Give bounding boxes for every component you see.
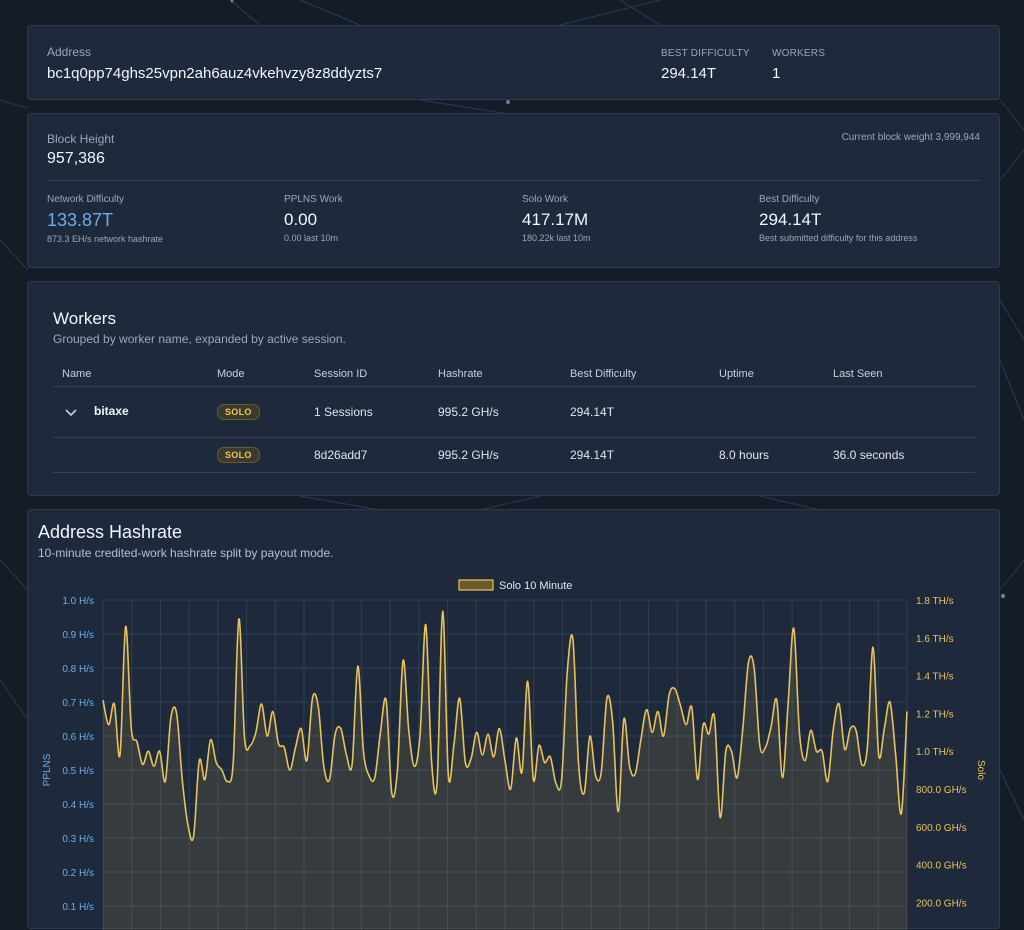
best-difficulty-cell: 294.14T [561,437,710,473]
hashrate-chart-card: Address Hashrate 10-minute credited-work… [27,509,1000,930]
workers-card: Workers Grouped by worker name, expanded… [27,281,1000,496]
chart-subtitle: 10-minute credited-work hashrate split b… [38,546,334,560]
last-seen-cell: 36.0 seconds [824,437,975,473]
stat-solo-work: Solo Work 417.17M 180.22k last 10m [522,194,591,243]
y-left-tick-label: 1.0 H/s [62,596,94,607]
hashrate-chart: 1.0 H/s 0.9 H/s 0.8 H/s 0.7 H/s 0.6 H/s 0.5 H… [42,579,986,930]
column-header-uptime[interactable]: Uptime [710,362,824,387]
best-difficulty-cell: 294.14T [561,386,710,438]
stat-sub: 873.3 EH/s network hashrate [47,234,164,244]
last-seen-cell [824,386,975,438]
y-left-axis-title: PPLNS [42,753,53,786]
stat-label: Best Difficulty [759,194,820,205]
best-difficulty-label: BEST DIFFICULTY [661,48,750,59]
table-row[interactable]: bitaxe SOLO 1 Sessions 995.2 GH/s 294.14… [53,386,975,438]
address-label: Address [47,45,92,59]
table-row: SOLO 8d26add7 995.2 GH/s 294.14T 8.0 hou… [53,437,975,473]
block-height-label: Block Height [47,132,115,146]
y-right-tick-label: 200.0 GH/s [916,898,967,909]
y-left-tick-label: 0.1 H/s [62,902,94,913]
stat-label: Solo Work [522,194,568,205]
y-left-tick-label: 0.4 H/s [62,800,94,811]
stat-best-difficulty: Best Difficulty 294.14T Best submitted d… [759,194,917,243]
column-header-name[interactable]: Name [53,362,208,387]
workers-title: Workers [53,309,116,328]
y-left-tick-label: 0.6 H/s [62,732,94,743]
column-header-last-seen[interactable]: Last Seen [824,362,975,387]
block-weight: Current block weight 3,999,944 [841,132,980,143]
y-left-tick-label: 0.9 H/s [62,630,94,641]
legend-label: Solo 10 Minute [499,580,572,592]
mode-cell: SOLO [208,437,305,473]
stat-value: 0.00 [284,210,318,229]
stat-sub: 0.00 last 10m [284,233,339,243]
stat-value: 133.87T [47,210,114,230]
solo-series-line [102,610,908,842]
y-right-tick-label: 1.4 TH/s [916,672,954,683]
stat-sub: Best submitted difficulty for this addre… [759,233,918,243]
mode-badge: SOLO [217,404,260,420]
workers-count-label: WORKERS [772,48,826,59]
stat-label: PPLNS Work [284,194,343,205]
column-header-mode[interactable]: Mode [208,362,305,387]
column-header-session[interactable]: Session ID [305,362,429,387]
hashrate-cell: 995.2 GH/s [429,386,561,438]
hashrate-cell: 995.2 GH/s [429,437,561,473]
address-value: bc1q0pp74ghs25vpn2ah6auz4vkehvzy8z8ddyzt… [47,65,383,82]
session-cell: 8d26add7 [305,437,429,473]
best-difficulty-value: 294.14T [661,65,717,82]
y-right-axis-title: Solo [975,760,986,780]
block-height-value: 957,386 [47,150,105,167]
chart-title: Address Hashrate [38,522,183,542]
stat-network-difficulty: Network Difficulty 133.87T 873.3 EH/s ne… [47,194,163,244]
mode-cell: SOLO [208,386,305,438]
column-header-hashrate[interactable]: Hashrate [429,362,561,387]
workers-subtitle: Grouped by worker name, expanded by acti… [53,332,346,346]
stats-divider [47,180,980,181]
y-left-tick-label: 0.5 H/s [62,766,94,777]
y-right-tick-label: 1.6 TH/s [916,634,954,645]
stat-value: 294.14T [759,210,822,229]
y-right-tick-label: 1.8 TH/s [916,596,954,607]
mode-badge: SOLO [217,447,260,463]
chevron-down-icon[interactable] [62,403,80,421]
uptime-cell [710,386,824,438]
session-cell: 1 Sessions [305,386,429,438]
y-left-tick-label: 0.7 H/s [62,698,94,709]
table-header-row: Name Mode Session ID Hashrate Best Diffi… [53,362,975,387]
worker-name-cell [53,437,208,473]
legend-swatch [458,579,494,591]
block-stats-card: Block Height 957,386 Current block weigh… [27,113,1000,268]
stat-label: Network Difficulty [47,194,125,205]
address-card: Address bc1q0pp74ghs25vpn2ah6auz4vkehvzy… [27,25,1000,100]
workers-table: Name Mode Session ID Hashrate Best Diffi… [53,362,975,473]
y-right-tick-label: 600.0 GH/s [916,823,967,834]
y-right-tick-label: 1.2 TH/s [916,709,954,720]
y-right-tick-label: 400.0 GH/s [916,861,967,872]
workers-count-value: 1 [772,65,781,82]
stat-pplns-work: PPLNS Work 0.00 0.00 last 10m [284,194,343,243]
uptime-cell: 8.0 hours [710,437,824,473]
y-right-tick-label: 800.0 GH/s [916,785,967,796]
stat-value: 417.17M [522,210,589,229]
worker-name-cell: bitaxe [53,386,208,438]
worker-name: bitaxe [94,404,129,419]
column-header-best-difficulty[interactable]: Best Difficulty [561,362,710,387]
solo-series-area [103,611,907,930]
y-left-tick-label: 0.3 H/s [62,834,94,845]
y-left-tick-label: 0.2 H/s [62,868,94,879]
y-right-tick-label: 1.0 TH/s [916,747,954,758]
stat-sub: 180.22k last 10m [522,233,591,243]
y-left-tick-label: 0.8 H/s [62,664,94,675]
